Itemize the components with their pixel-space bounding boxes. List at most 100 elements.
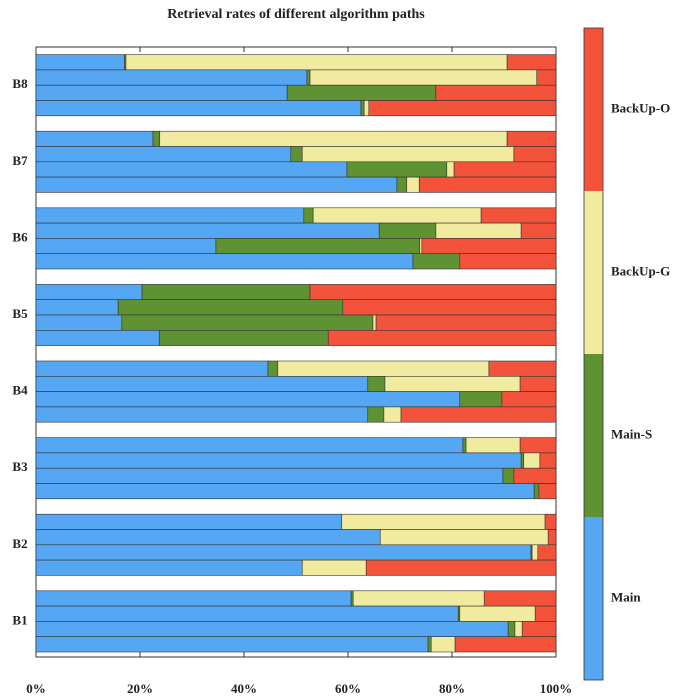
bar-segment <box>421 238 557 254</box>
bar-segment <box>378 222 437 239</box>
bar-segment <box>35 590 352 607</box>
group-label: B4 <box>12 383 28 398</box>
bar-segment <box>536 69 557 86</box>
group-label: B6 <box>12 229 28 244</box>
bar-segment <box>435 84 557 101</box>
bar-segment <box>427 636 432 653</box>
chart-title: Retrieval rates of different algorithm p… <box>167 7 425 22</box>
bar-segment <box>35 207 305 224</box>
bar-segment <box>368 100 557 117</box>
bar-segment <box>520 452 525 469</box>
legend-swatch <box>584 28 603 191</box>
bar-segment <box>215 238 421 254</box>
bar-segment <box>35 529 381 546</box>
bar-segment <box>35 238 217 254</box>
bar-segment <box>502 467 515 484</box>
bar-segment <box>523 452 541 469</box>
bar-segment <box>383 406 402 423</box>
group-label: B5 <box>12 306 28 321</box>
bar-segment <box>547 529 557 546</box>
bar-segment <box>365 559 557 576</box>
legend-label: BackUp-O <box>611 100 670 115</box>
bar-segment <box>488 360 557 377</box>
bar-segment <box>520 222 557 239</box>
legend-label: Main <box>611 589 641 604</box>
x-tick-label: 40% <box>231 681 257 696</box>
bar-segment <box>346 161 448 178</box>
bar-segment <box>483 590 557 607</box>
bar-segment <box>379 529 549 546</box>
bar-segment <box>531 544 539 561</box>
bar-segment <box>519 375 557 392</box>
bar-segment <box>35 54 125 71</box>
bar-segment <box>521 621 557 638</box>
x-tick-label: 80% <box>439 681 465 696</box>
bar-segment <box>267 360 279 377</box>
bar-segment <box>507 621 516 638</box>
bar-segment <box>35 176 398 193</box>
bar-segment <box>435 222 522 239</box>
x-tick-label: 0% <box>26 681 46 696</box>
bar-segment <box>35 621 509 638</box>
bar-segment <box>301 559 367 576</box>
bar-segment <box>534 605 557 622</box>
bar-segment <box>117 299 344 316</box>
bar-segment <box>406 176 420 193</box>
bar-segment <box>35 360 269 377</box>
bar-segment <box>533 483 540 500</box>
bar-segment <box>396 176 408 193</box>
bar-segment <box>286 84 437 101</box>
bar-segment <box>35 467 504 484</box>
bar-segment <box>375 314 557 331</box>
x-tick-label: 20% <box>127 681 153 696</box>
group-label: B7 <box>12 153 28 168</box>
bar-segment <box>350 590 354 607</box>
bar-segment <box>277 360 490 377</box>
bar-segment <box>537 544 557 561</box>
bar-segment <box>312 207 482 224</box>
group-label: B3 <box>12 459 28 474</box>
bar-segment <box>459 253 557 270</box>
bar-segment <box>35 452 522 469</box>
group-label: B8 <box>12 76 28 91</box>
bar-segment <box>306 69 311 86</box>
bar-segment <box>35 299 119 316</box>
bar-segment <box>430 636 456 653</box>
bar-segment <box>35 437 464 454</box>
bar-segment <box>35 544 532 561</box>
bar-segment <box>519 437 557 454</box>
bar-segment <box>367 375 386 392</box>
bar-segment <box>327 329 557 346</box>
legend-label: Main-S <box>611 426 652 441</box>
bar-segment <box>35 483 535 500</box>
bar-segment <box>35 146 292 163</box>
bar-segment <box>412 253 461 270</box>
bar-segment <box>400 406 557 423</box>
bar-segment <box>342 299 557 316</box>
bar-segment <box>462 437 467 454</box>
x-tick-label: 100% <box>540 681 573 696</box>
bar-segment <box>35 391 461 408</box>
bar-segment <box>539 452 557 469</box>
legend-swatch <box>584 191 603 354</box>
bar-segment <box>480 207 557 224</box>
bar-segment <box>363 100 370 117</box>
group-label: B2 <box>12 536 27 551</box>
bar-segment <box>341 513 546 530</box>
bar-segment <box>544 513 557 530</box>
bar-segment <box>35 375 369 392</box>
bar-segment <box>453 161 557 178</box>
bar-segment <box>35 636 429 653</box>
bar-segment <box>301 146 515 163</box>
bar-segment <box>35 314 123 331</box>
x-tick-label: 60% <box>335 681 361 696</box>
bar-segment <box>384 375 521 392</box>
bar-segment <box>446 161 455 178</box>
bar-segment <box>158 329 329 346</box>
bar-segment <box>35 406 369 423</box>
bar-segment <box>459 391 503 408</box>
bar-segment <box>501 391 557 408</box>
bar-segment <box>290 146 303 163</box>
bar-segment <box>419 238 423 254</box>
